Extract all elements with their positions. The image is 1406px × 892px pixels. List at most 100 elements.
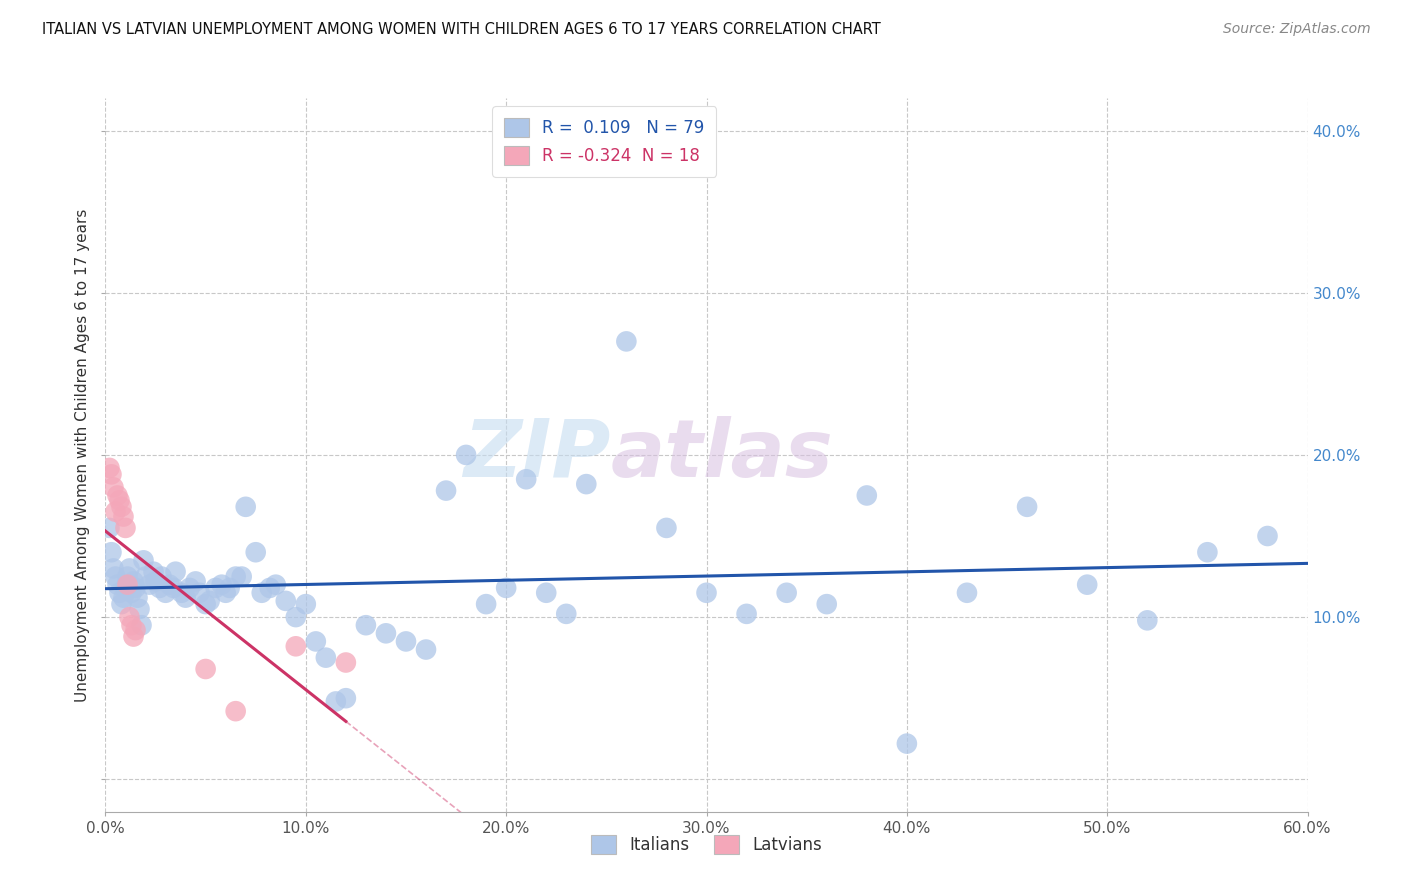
Point: [131, 618, 153, 632]
Point: [555, 607, 578, 621]
Point: [100, 467, 122, 482]
Point: [415, 642, 437, 657]
Point: [956, 586, 979, 600]
Point: [121, 586, 143, 600]
Point: [515, 472, 537, 486]
Point: [121, 618, 143, 632]
Point: [264, 577, 287, 591]
Point: [815, 597, 838, 611]
Point: [284, 610, 307, 624]
Point: [188, 586, 211, 600]
Point: [150, 569, 173, 583]
Point: [114, 581, 136, 595]
Point: [107, 577, 129, 591]
Point: [155, 586, 177, 600]
Point: [218, 581, 240, 595]
Point: [434, 483, 457, 498]
Point: [112, 591, 135, 605]
Point: [124, 581, 146, 595]
Text: ZIP: ZIP: [463, 416, 610, 494]
Point: [117, 577, 139, 591]
Point: [374, 626, 398, 640]
Point: [454, 448, 477, 462]
Point: [100, 545, 122, 559]
Point: [231, 569, 253, 583]
Point: [315, 650, 337, 665]
Point: [250, 586, 273, 600]
Point: [118, 610, 141, 624]
Point: [138, 577, 160, 591]
Text: ITALIAN VS LATVIAN UNEMPLOYMENT AMONG WOMEN WITH CHILDREN AGES 6 TO 17 YEARS COR: ITALIAN VS LATVIAN UNEMPLOYMENT AMONG WO…: [42, 22, 882, 37]
Point: [110, 597, 132, 611]
Point: [148, 581, 170, 595]
Point: [495, 581, 517, 595]
Point: [170, 586, 193, 600]
Point: [174, 591, 197, 605]
Point: [165, 565, 187, 579]
Point: [211, 577, 233, 591]
Point: [122, 574, 145, 589]
Point: [122, 630, 145, 644]
Point: [534, 586, 557, 600]
Text: atlas: atlas: [610, 416, 834, 494]
Point: [184, 574, 207, 589]
Point: [145, 574, 167, 589]
Point: [1136, 613, 1159, 627]
Point: [142, 565, 165, 579]
Point: [159, 577, 181, 591]
Point: [135, 569, 157, 583]
Point: [104, 505, 127, 519]
Point: [335, 656, 357, 670]
Point: [655, 521, 678, 535]
Point: [1076, 577, 1098, 591]
Point: [128, 602, 150, 616]
Point: [98, 461, 121, 475]
Point: [107, 488, 129, 502]
Point: [1197, 545, 1219, 559]
Point: [98, 521, 121, 535]
Point: [475, 597, 498, 611]
Point: [117, 569, 139, 583]
Text: Source: ZipAtlas.com: Source: ZipAtlas.com: [1223, 22, 1371, 37]
Point: [132, 553, 155, 567]
Point: [235, 500, 257, 514]
Point: [305, 634, 328, 648]
Point: [179, 581, 201, 595]
Point: [335, 691, 357, 706]
Point: [112, 509, 135, 524]
Point: [225, 704, 247, 718]
Point: [274, 594, 297, 608]
Point: [855, 488, 877, 502]
Point: [735, 607, 758, 621]
Point: [896, 737, 918, 751]
Point: [776, 586, 799, 600]
Point: [616, 334, 638, 349]
Legend: Italians, Latvians: Italians, Latvians: [583, 828, 830, 861]
Point: [696, 586, 718, 600]
Point: [295, 597, 318, 611]
Point: [162, 581, 184, 595]
Point: [114, 521, 136, 535]
Point: [204, 581, 226, 595]
Point: [108, 586, 131, 600]
Point: [1017, 500, 1039, 514]
Point: [575, 477, 598, 491]
Point: [103, 561, 125, 575]
Point: [354, 618, 377, 632]
Point: [284, 640, 307, 654]
Point: [395, 634, 418, 648]
Point: [118, 561, 141, 575]
Point: [1257, 529, 1279, 543]
Y-axis label: Unemployment Among Women with Children Ages 6 to 17 years: Unemployment Among Women with Children A…: [75, 208, 90, 702]
Point: [198, 594, 221, 608]
Point: [127, 591, 149, 605]
Point: [110, 500, 132, 514]
Point: [108, 493, 131, 508]
Point: [225, 569, 247, 583]
Point: [325, 694, 347, 708]
Point: [124, 623, 146, 637]
Point: [103, 480, 125, 494]
Point: [259, 581, 281, 595]
Point: [194, 662, 217, 676]
Point: [104, 569, 127, 583]
